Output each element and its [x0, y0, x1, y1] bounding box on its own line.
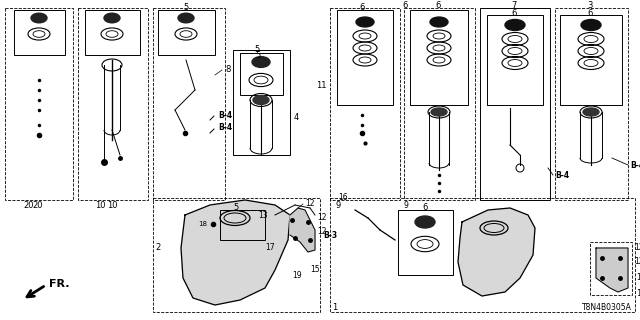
Text: 12: 12	[634, 244, 640, 252]
Text: 11: 11	[317, 81, 327, 90]
Ellipse shape	[31, 13, 47, 23]
Bar	[330, 8, 400, 200]
Text: 10: 10	[95, 202, 105, 211]
Text: 7: 7	[511, 1, 516, 10]
Text: 17: 17	[265, 244, 275, 252]
Ellipse shape	[253, 95, 269, 105]
Bar	[78, 8, 148, 200]
Text: 5: 5	[234, 204, 239, 212]
Text: 6: 6	[435, 2, 441, 11]
Text: B-4: B-4	[218, 110, 232, 119]
Text: 2: 2	[155, 244, 160, 252]
Bar	[560, 15, 622, 105]
Text: 1: 1	[332, 303, 337, 313]
Ellipse shape	[583, 108, 599, 116]
Bar	[487, 15, 543, 105]
Polygon shape	[290, 208, 315, 252]
Ellipse shape	[178, 13, 194, 23]
Ellipse shape	[104, 13, 120, 23]
Text: 15: 15	[310, 266, 319, 275]
Text: 5: 5	[254, 45, 260, 54]
Bar	[337, 10, 393, 105]
Bar	[480, 8, 550, 200]
Bar	[330, 198, 635, 312]
Bar	[14, 10, 65, 55]
Text: 6: 6	[359, 4, 365, 12]
Text: B-4: B-4	[555, 171, 569, 180]
Text: 5: 5	[184, 4, 189, 12]
Text: 6: 6	[422, 203, 428, 212]
Text: 12: 12	[317, 228, 326, 236]
Polygon shape	[181, 200, 290, 305]
Text: 6: 6	[511, 9, 516, 18]
Bar	[153, 198, 320, 312]
Bar	[5, 8, 73, 200]
Ellipse shape	[431, 108, 447, 116]
Text: 13: 13	[258, 211, 268, 220]
Text: 12: 12	[634, 258, 640, 267]
Text: B-3: B-3	[323, 230, 337, 239]
Text: B-4: B-4	[630, 161, 640, 170]
Bar	[158, 10, 215, 55]
Text: 14: 14	[636, 290, 640, 299]
Text: 20: 20	[33, 201, 44, 210]
Text: 3: 3	[588, 1, 593, 10]
Text: 4: 4	[294, 114, 300, 123]
Text: 12: 12	[305, 198, 314, 207]
Text: 6: 6	[402, 1, 408, 10]
Bar	[398, 210, 453, 275]
Ellipse shape	[581, 20, 601, 30]
Bar	[220, 210, 265, 240]
Text: 19: 19	[292, 270, 301, 279]
Bar	[590, 242, 632, 295]
Text: 5: 5	[255, 51, 260, 60]
Text: 9: 9	[335, 201, 340, 210]
Bar	[240, 53, 283, 95]
Bar	[404, 8, 475, 200]
Text: 16: 16	[338, 194, 348, 203]
Text: T8N4B0305A: T8N4B0305A	[582, 303, 632, 312]
Ellipse shape	[505, 20, 525, 30]
Text: 18: 18	[198, 221, 207, 227]
Ellipse shape	[415, 216, 435, 228]
Bar	[85, 10, 140, 55]
Text: 10: 10	[107, 201, 117, 210]
Polygon shape	[596, 248, 628, 292]
Bar	[555, 8, 628, 200]
Ellipse shape	[430, 17, 448, 27]
Ellipse shape	[356, 17, 374, 27]
Text: 8: 8	[225, 66, 230, 75]
Text: 9: 9	[403, 201, 408, 210]
Text: B-4: B-4	[218, 124, 232, 132]
Bar	[153, 8, 225, 200]
Ellipse shape	[252, 57, 270, 68]
Text: 6: 6	[588, 10, 593, 19]
Polygon shape	[458, 208, 535, 296]
Bar	[410, 10, 468, 105]
Text: 12: 12	[636, 274, 640, 283]
Bar	[233, 50, 290, 155]
Text: 20: 20	[24, 201, 35, 210]
Text: FR.: FR.	[49, 279, 70, 289]
Text: 12: 12	[317, 213, 326, 222]
